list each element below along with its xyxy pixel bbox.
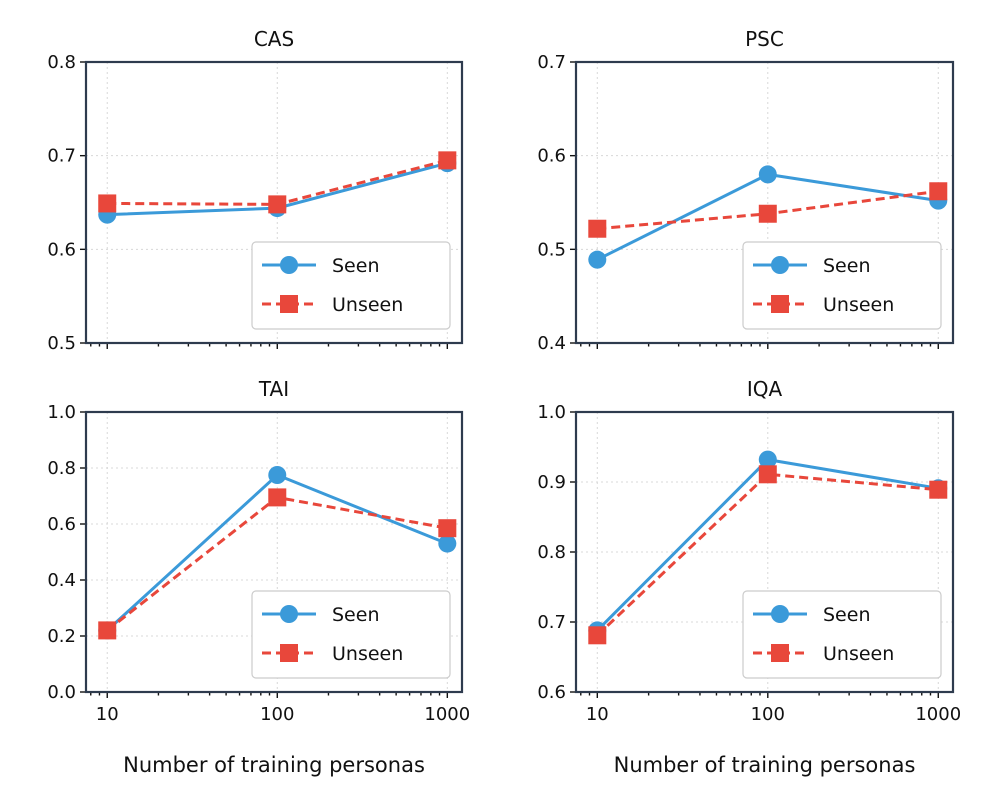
legend-marker [771, 644, 789, 662]
plot-frame [84, 60, 464, 345]
data-point-unseen [929, 480, 948, 499]
data-point-seen [438, 534, 457, 553]
chart-title: CAS [254, 27, 294, 51]
data-point-seen [268, 466, 287, 484]
y-tick-label: 0.4 [47, 570, 76, 591]
legend-marker [771, 605, 789, 623]
legend: Seen Unseen [251, 241, 451, 330]
legend-label: Seen [332, 255, 379, 277]
y-tick-label: 0.6 [47, 514, 76, 535]
data-point-unseen [438, 151, 457, 170]
x-tick-label: 100 [260, 704, 294, 725]
plot-frame [84, 410, 464, 694]
y-tick-label: 0.7 [47, 146, 76, 167]
plot-frame [574, 410, 955, 694]
legend-marker [280, 295, 298, 313]
plot-frame [574, 60, 955, 345]
chart-panel-tai: 0.0 0.2 0.4 0.6 0.8 1.0 10 100 1000 TAI Number of … [47, 377, 470, 777]
y-tick-label: 0.8 [47, 458, 76, 479]
chart-title: TAI [258, 377, 289, 401]
legend: Seen Unseen [742, 241, 942, 330]
y-tick-label: 0.2 [47, 626, 76, 647]
x-axis-label: Number of training personas [614, 753, 916, 777]
legend-label: Unseen [332, 643, 403, 665]
legend-label: Seen [332, 604, 379, 626]
y-tick-label: 0.0 [47, 682, 76, 703]
y-tick-label: 0.5 [537, 239, 566, 260]
data-point-seen [758, 450, 777, 469]
data-point-unseen [268, 195, 287, 214]
y-tick-label: 0.4 [537, 333, 566, 354]
legend: Seen Unseen [742, 590, 942, 679]
legend-label: Seen [823, 255, 870, 277]
y-tick-label: 0.5 [47, 333, 76, 354]
chart-panel-iqa: 0.6 0.7 0.8 0.9 1.0 10 100 1000 IQA Number of tra… [537, 377, 961, 777]
x-tick-label: 1000 [915, 704, 961, 725]
data-point-seen [588, 250, 607, 269]
data-point-unseen [98, 194, 117, 213]
data-point-unseen [758, 204, 777, 223]
data-point-unseen [268, 488, 287, 507]
y-tick-label: 0.7 [537, 52, 566, 73]
legend-label: Unseen [332, 294, 403, 316]
y-tick-label: 1.0 [537, 402, 566, 423]
data-point-unseen [438, 519, 457, 538]
chart-panel-psc: 0.4 0.5 0.6 0.7 PSC Seen Unseen [537, 27, 955, 354]
chart-panel-cas: 0.5 0.6 0.7 0.8 CAS Seen Unseen [47, 27, 464, 354]
y-tick-label: 1.0 [47, 402, 76, 423]
legend-marker [280, 644, 298, 662]
data-point-seen [758, 165, 777, 184]
y-tick-label: 0.6 [47, 239, 76, 260]
legend-label: Unseen [823, 643, 894, 665]
data-point-unseen [588, 626, 607, 645]
x-tick-label: 10 [96, 704, 119, 725]
y-tick-label: 0.7 [537, 612, 566, 633]
legend-marker [771, 295, 789, 313]
data-point-unseen [929, 182, 948, 201]
y-tick-label: 0.6 [537, 146, 566, 167]
data-point-unseen [758, 465, 777, 484]
legend-marker [280, 256, 298, 274]
legend-label: Unseen [823, 294, 894, 316]
x-tick-label: 10 [586, 704, 609, 725]
x-axis-label: Number of training personas [123, 753, 425, 777]
legend-marker [771, 256, 789, 274]
legend-label: Seen [823, 604, 870, 626]
data-point-unseen [98, 621, 117, 640]
y-tick-label: 0.9 [537, 472, 566, 493]
chart-title: PSC [745, 27, 784, 51]
x-tick-label: 100 [751, 704, 785, 725]
y-tick-label: 0.8 [537, 542, 566, 563]
series-line-unseen [596, 472, 939, 637]
legend: Seen Unseen [251, 590, 451, 679]
legend-marker [280, 605, 298, 623]
chart-title: IQA [747, 377, 783, 401]
y-tick-label: 0.6 [537, 682, 566, 703]
x-tick-label: 1000 [424, 704, 470, 725]
data-point-unseen [588, 219, 607, 238]
y-tick-label: 0.8 [47, 52, 76, 73]
